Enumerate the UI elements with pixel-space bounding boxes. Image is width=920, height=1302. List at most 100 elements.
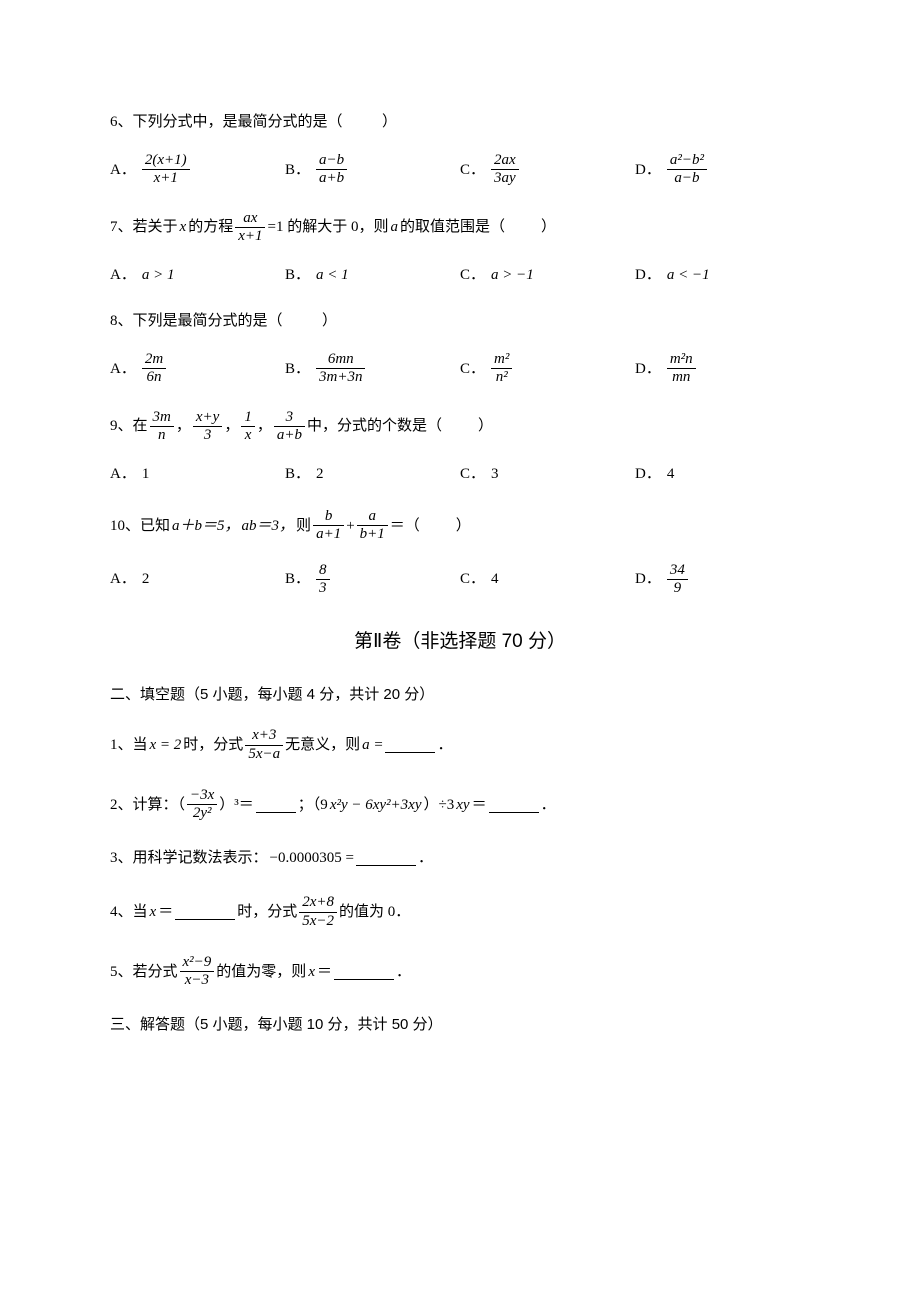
expr: ab＝3， [242, 514, 295, 538]
fraction: m²n mn [667, 351, 696, 387]
fill-question-3: 3、用科学记数法表示： −0.0000305 = ． [110, 846, 810, 870]
fraction: 2(x+1) x+1 [142, 152, 190, 188]
q9-option-d: D． 4 [635, 462, 810, 486]
text: 2、计算：（ [110, 793, 185, 817]
option-text: a < 1 [316, 263, 349, 287]
fraction: 3m n [150, 409, 174, 445]
q6-option-b: B． a−b a+b [285, 152, 460, 188]
q6-option-d: D． a²−b² a−b [635, 152, 810, 188]
blank-icon [334, 964, 394, 980]
option-label: D． [635, 462, 661, 486]
text: ． [437, 733, 452, 757]
var-x: x [150, 900, 157, 924]
comma: ， [257, 414, 272, 438]
option-label: D． [635, 263, 661, 287]
option-label: C． [460, 158, 485, 182]
fraction: a b+1 [357, 508, 388, 544]
fraction: −3x 2y² [187, 787, 217, 823]
option-text: 2 [316, 462, 324, 486]
fraction: 3 a+b [274, 409, 305, 445]
expr: −0.0000305 = [270, 846, 354, 870]
option-text: 2 [142, 567, 150, 591]
expr: x²y − 6xy²+3xy [330, 793, 422, 817]
q7-options: A． a > 1 B． a < 1 C． a > −1 D． a < −1 [110, 263, 810, 287]
q6-stem: 6、下列分式中，是最简分式的是（ ） [110, 110, 810, 134]
question-6: 6、下列分式中，是最简分式的是（ ） A． 2(x+1) x+1 B． a−b … [110, 110, 810, 188]
q7-option-b: B． a < 1 [285, 263, 460, 287]
q6-options: A． 2(x+1) x+1 B． a−b a+b C． 2ax 3ay [110, 152, 810, 188]
q8-options: A． 2m 6n B． 6mn 3m+3n C． m² n² [110, 351, 810, 387]
option-label: D． [635, 357, 661, 381]
var-a: a [390, 215, 398, 239]
q10-option-d: D． 34 9 [635, 562, 810, 598]
q7-option-d: D． a < −1 [635, 263, 810, 287]
text: 7、若关于 [110, 215, 178, 239]
q10-option-c: C． 4 [460, 562, 635, 598]
q7-option-a: A． a > 1 [110, 263, 285, 287]
fraction: 1 x [241, 409, 255, 445]
text: 中，分式的个数是（ [307, 414, 442, 438]
text: 的值为 0． [339, 900, 410, 924]
option-label: D． [635, 567, 661, 591]
blank-icon [256, 797, 296, 813]
question-9: 9、在 3m n ， x+y 3 ， 1 x ， 3 a+b 中，分式的个数是（ [110, 409, 810, 487]
option-label: C． [460, 357, 485, 381]
text: ． [541, 793, 556, 817]
option-text: a > −1 [491, 263, 534, 287]
text: ） [541, 215, 556, 239]
text: 9、在 [110, 414, 148, 438]
fraction: 6mn 3m+3n [316, 351, 365, 387]
fraction: 2x+8 5x−2 [299, 894, 337, 930]
option-label: C． [460, 567, 485, 591]
fraction: a−b a+b [316, 152, 347, 188]
fraction: 2m 6n [142, 351, 166, 387]
text: ；（9 [298, 793, 328, 817]
option-text: a > 1 [142, 263, 175, 287]
fraction: ax x+1 [235, 210, 265, 246]
q9-option-b: B． 2 [285, 462, 460, 486]
plus: + [346, 514, 354, 538]
expr: a = [362, 733, 383, 757]
option-text: 4 [667, 462, 675, 486]
option-text: 1 [142, 462, 150, 486]
option-text: a < −1 [667, 263, 710, 287]
text: 3、用科学记数法表示： [110, 846, 268, 870]
text: ＝ [317, 960, 332, 984]
text: 1、当 [110, 733, 148, 757]
option-label: A． [110, 462, 136, 486]
text: 则 [296, 514, 311, 538]
option-label: A． [110, 263, 136, 287]
var-x: x [308, 960, 315, 984]
text: ＝（ [390, 514, 420, 538]
comma: ， [224, 414, 239, 438]
fraction: x²−9 x−3 [180, 954, 215, 990]
text: ． [396, 960, 411, 984]
text: ）÷3 [424, 793, 455, 817]
comma: ， [176, 414, 191, 438]
blank-icon [489, 797, 539, 813]
solve-heading: 三、解答题（5 小题，每小题 10 分，共计 50 分） [110, 1013, 810, 1037]
option-label: B． [285, 462, 310, 486]
question-8: 8、下列是最简分式的是（ ） A． 2m 6n B． 6mn 3m+3n C． [110, 309, 810, 387]
option-label: A． [110, 357, 136, 381]
option-label: D． [635, 158, 661, 182]
fraction: 34 9 [667, 562, 688, 598]
option-label: B． [285, 158, 310, 182]
q9-option-c: C． 3 [460, 462, 635, 486]
question-7: 7、若关于 x 的方程 ax x+1 =1 的解大于 0，则 a 的取值范围是（… [110, 210, 810, 288]
var-x: x [180, 215, 187, 239]
fraction: a²−b² a−b [667, 152, 707, 188]
text: ． [418, 846, 433, 870]
fraction: x+3 5x−a [245, 727, 283, 763]
q10-options: A． 2 B． 8 3 C． 4 D． 34 9 [110, 562, 810, 598]
q8-option-c: C． m² n² [460, 351, 635, 387]
option-text: 4 [491, 567, 499, 591]
option-label: B． [285, 567, 310, 591]
q6-stem-prefix: 6、下列分式中，是最简分式的是（ [110, 114, 343, 130]
fill-question-2: 2、计算：（ −3x 2y² ）³＝ ；（9 x²y − 6xy²+3xy ）÷… [110, 787, 810, 823]
blank-icon [385, 737, 435, 753]
option-label: C． [460, 462, 485, 486]
question-10: 10、已知 a＋b＝5， ab＝3， 则 b a+1 + a b+1 ＝（ ） … [110, 508, 810, 597]
q8-stem-prefix: 8、下列是最简分式的是（ [110, 313, 283, 329]
q8-option-b: B． 6mn 3m+3n [285, 351, 460, 387]
